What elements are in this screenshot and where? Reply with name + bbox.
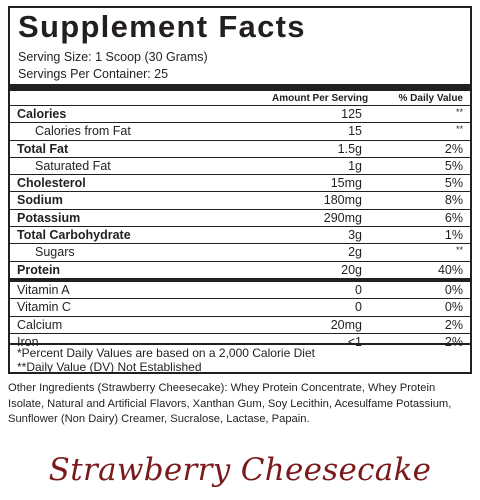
nutrient-row-sugars: Sugars 2g ** [10,244,470,262]
nutrient-row-total-carbohydrate: Total Carbohydrate 3g 1% [10,227,470,245]
nutrient-daily-value: ** [455,107,463,117]
header-divider [10,105,470,106]
daily-value-footnote: *Percent Daily Values are based on a 2,0… [17,346,315,360]
nutrient-name: Sugars [35,245,75,260]
nutrient-daily-value: 5% [444,176,463,191]
nutrient-amount: 2g [348,245,362,260]
nutrient-row-calcium: Calcium 20mg 2% [10,317,470,334]
nutrient-row-total-fat: Total Fat 1.5g 2% [10,141,470,158]
nutrient-name: Calories [17,107,67,121]
serving-size: Serving Size: 1 Scoop (30 Grams) [18,50,208,64]
nutrient-row-saturated-fat: Saturated Fat 1g 5% [10,158,470,176]
nutrient-name: Total Carbohydrate [17,228,131,243]
nutrient-daily-value: 6% [444,210,463,225]
nutrient-row-vitamin-a: Vitamin A 0 0% [10,282,470,300]
nutrient-name: Vitamin A [17,282,70,297]
nutrient-name: Saturated Fat [35,158,111,173]
nutrient-amount: 20mg [330,317,362,332]
nutrient-name: Calories from Fat [35,124,131,139]
nutrient-name: Iron [17,334,39,349]
amount-per-serving-header: Amount Per Serving [272,93,369,104]
nutrient-amount: 15 [348,124,362,139]
nutrient-daily-value: 5% [444,158,463,173]
nutrient-name: Calcium [17,317,63,332]
nutrient-name: Vitamin C [17,300,71,315]
nutrient-row-calories: Calories 125 ** [10,106,470,124]
nutrient-name: Potassium [17,210,81,225]
nutrient-daily-value: 40% [437,262,463,277]
nutrient-amount: 1.5g [337,141,362,156]
nutrient-row-cholesterol: Cholesterol 15mg 5% [10,175,470,193]
nutrient-name: Cholesterol [17,176,86,191]
nutrient-amount: <1 [347,334,362,349]
daily-value-header: % Daily Value [398,93,463,104]
nutrient-name: Total Fat [17,141,69,156]
supplement-facts-panel: Supplement Facts Serving Size: 1 Scoop (… [8,6,472,374]
nutrient-amount: 180mg [323,193,362,208]
nutrient-rows: Calories 125 ** Calories from Fat 15 ** … [10,106,470,351]
nutrient-amount: 20g [341,262,362,277]
panel-title: Supplement Facts [18,9,306,44]
nutrient-daily-value: ** [455,245,463,256]
nutrient-amount: 15mg [330,176,362,191]
nutrient-amount: 1g [348,158,362,173]
nutrient-daily-value: 0% [444,282,463,297]
nutrient-daily-value: 8% [444,193,463,208]
thick-divider [10,84,470,91]
nutrient-row-calories-from-fat: Calories from Fat 15 ** [10,123,470,141]
nutrient-amount: 125 [341,107,362,121]
nutrient-row-sodium: Sodium 180mg 8% [10,192,470,210]
nutrient-amount: 0 [355,300,362,315]
nutrient-amount: 0 [355,282,362,297]
nutrient-name: Sodium [17,193,63,208]
servings-per-container: Servings Per Container: 25 [18,67,169,81]
nutrient-daily-value: ** [455,124,463,135]
nutrient-daily-value: 1% [444,228,463,243]
nutrient-amount: 3g [348,228,362,243]
other-ingredients: Other Ingredients (Strawberry Cheesecake… [8,382,452,425]
nutrient-daily-value: 2% [444,334,463,349]
nutrient-daily-value: 0% [444,300,463,315]
nutrient-name: Protein [17,262,61,277]
nutrient-daily-value: 2% [444,141,463,156]
nutrient-amount: 290mg [323,210,362,225]
nutrient-row-iron: Iron <1 2% [10,334,470,351]
nutrient-row-potassium: Potassium 290mg 6% [10,210,470,228]
nutrient-daily-value: 2% [444,317,463,332]
nutrient-row-vitamin-c: Vitamin C 0 0% [10,299,470,317]
footnote-divider [10,343,470,345]
not-established-footnote: **Daily Value (DV) Not Established [17,360,202,374]
flavor-name: Strawberry Cheesecake [48,452,432,488]
nutrient-row-protein: Protein 20g 40% [10,262,470,282]
